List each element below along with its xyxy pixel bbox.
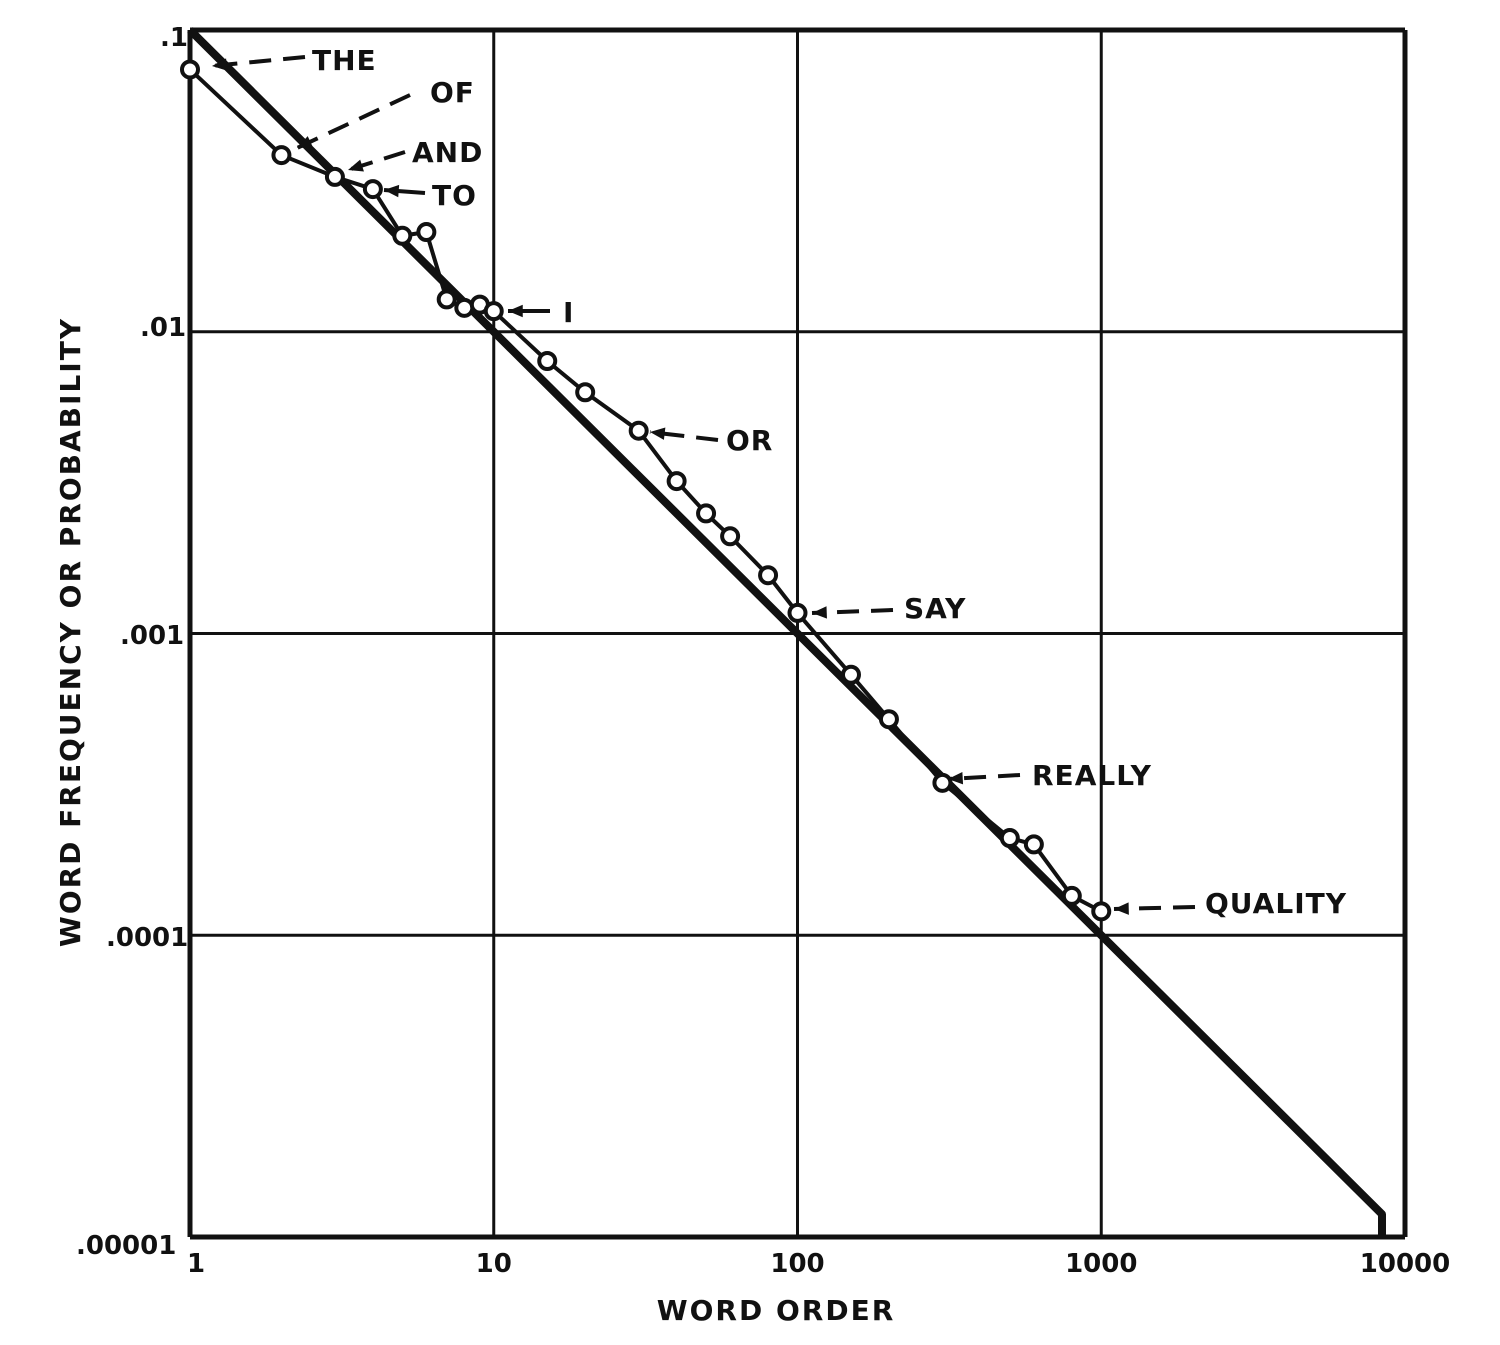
annotation-leader xyxy=(211,55,306,68)
data-point xyxy=(878,709,899,730)
annotation-leader xyxy=(296,93,411,150)
arrow-icon xyxy=(348,159,364,172)
data-point xyxy=(575,382,596,403)
tick-labels: .1 .01 .001 .0001 .00001 1 10 100 1000 10000 xyxy=(76,23,1450,1279)
y-tick-label: .001 xyxy=(120,621,184,651)
annotation-label: I xyxy=(563,296,574,329)
x-tick-label: 1 xyxy=(187,1249,205,1279)
data-point xyxy=(324,166,345,187)
data-point xyxy=(666,471,687,492)
data-point xyxy=(720,526,741,547)
arrow-icon xyxy=(650,427,666,440)
data-point xyxy=(840,664,861,685)
y-tick-label: .01 xyxy=(140,313,186,343)
annotations: THE OF AND TO I OR SAY REALLY QUALITY xyxy=(211,44,1347,920)
arrow-icon xyxy=(812,606,827,619)
data-points xyxy=(180,59,1112,922)
arrow-icon xyxy=(297,136,313,148)
annotation-label: QUALITY xyxy=(1205,887,1347,920)
annotation-label: TO xyxy=(432,179,477,212)
annotation-leader xyxy=(649,430,719,442)
data-point xyxy=(416,222,437,243)
annotation-label: REALLY xyxy=(1032,759,1152,792)
data-point xyxy=(436,289,457,310)
x-axis-label: WORD ORDER xyxy=(657,1294,896,1327)
x-tick-label: 10000 xyxy=(1360,1249,1450,1279)
y-tick-label: .00001 xyxy=(76,1231,176,1261)
annotation-leader xyxy=(1113,905,1196,911)
arrow-icon xyxy=(212,58,228,71)
data-point xyxy=(392,225,413,246)
arrow-icon xyxy=(948,771,964,785)
data-point xyxy=(758,565,779,586)
data-point xyxy=(932,772,953,793)
arrow-icon xyxy=(1114,902,1129,915)
data-line xyxy=(188,67,1103,914)
arrow-icon xyxy=(384,184,400,198)
x-tick-label: 100 xyxy=(770,1249,824,1279)
annotation-label: OF xyxy=(430,76,475,109)
annotation-label: SAY xyxy=(904,592,966,625)
grid xyxy=(187,27,1408,1240)
arrow-icon xyxy=(508,304,523,318)
data-point xyxy=(483,301,504,322)
x-tick-label: 1000 xyxy=(1065,1249,1137,1279)
data-point xyxy=(1061,885,1082,906)
data-point xyxy=(537,350,558,371)
annotation-label: AND xyxy=(412,136,483,169)
reference-line xyxy=(187,27,1386,1237)
annotation-label: THE xyxy=(312,44,377,77)
data-point xyxy=(999,828,1020,849)
data-point xyxy=(787,602,808,623)
data-point xyxy=(696,503,717,524)
annotation-leader xyxy=(811,608,894,615)
annotation-label: OR xyxy=(726,424,773,457)
annotation-leader xyxy=(947,773,1021,781)
data-point xyxy=(271,145,292,166)
data-point xyxy=(454,297,475,318)
y-axis-label: WORD FREQUENCY OR PROBABILITY xyxy=(54,317,87,947)
data-point xyxy=(1091,901,1112,922)
y-tick-label: .0001 xyxy=(106,923,188,953)
y-tick-label: .1 xyxy=(160,23,188,53)
data-point xyxy=(1023,834,1044,855)
x-tick-label: 10 xyxy=(476,1249,512,1279)
data-point xyxy=(362,179,383,200)
data-point xyxy=(628,420,649,441)
data-point xyxy=(180,59,200,80)
